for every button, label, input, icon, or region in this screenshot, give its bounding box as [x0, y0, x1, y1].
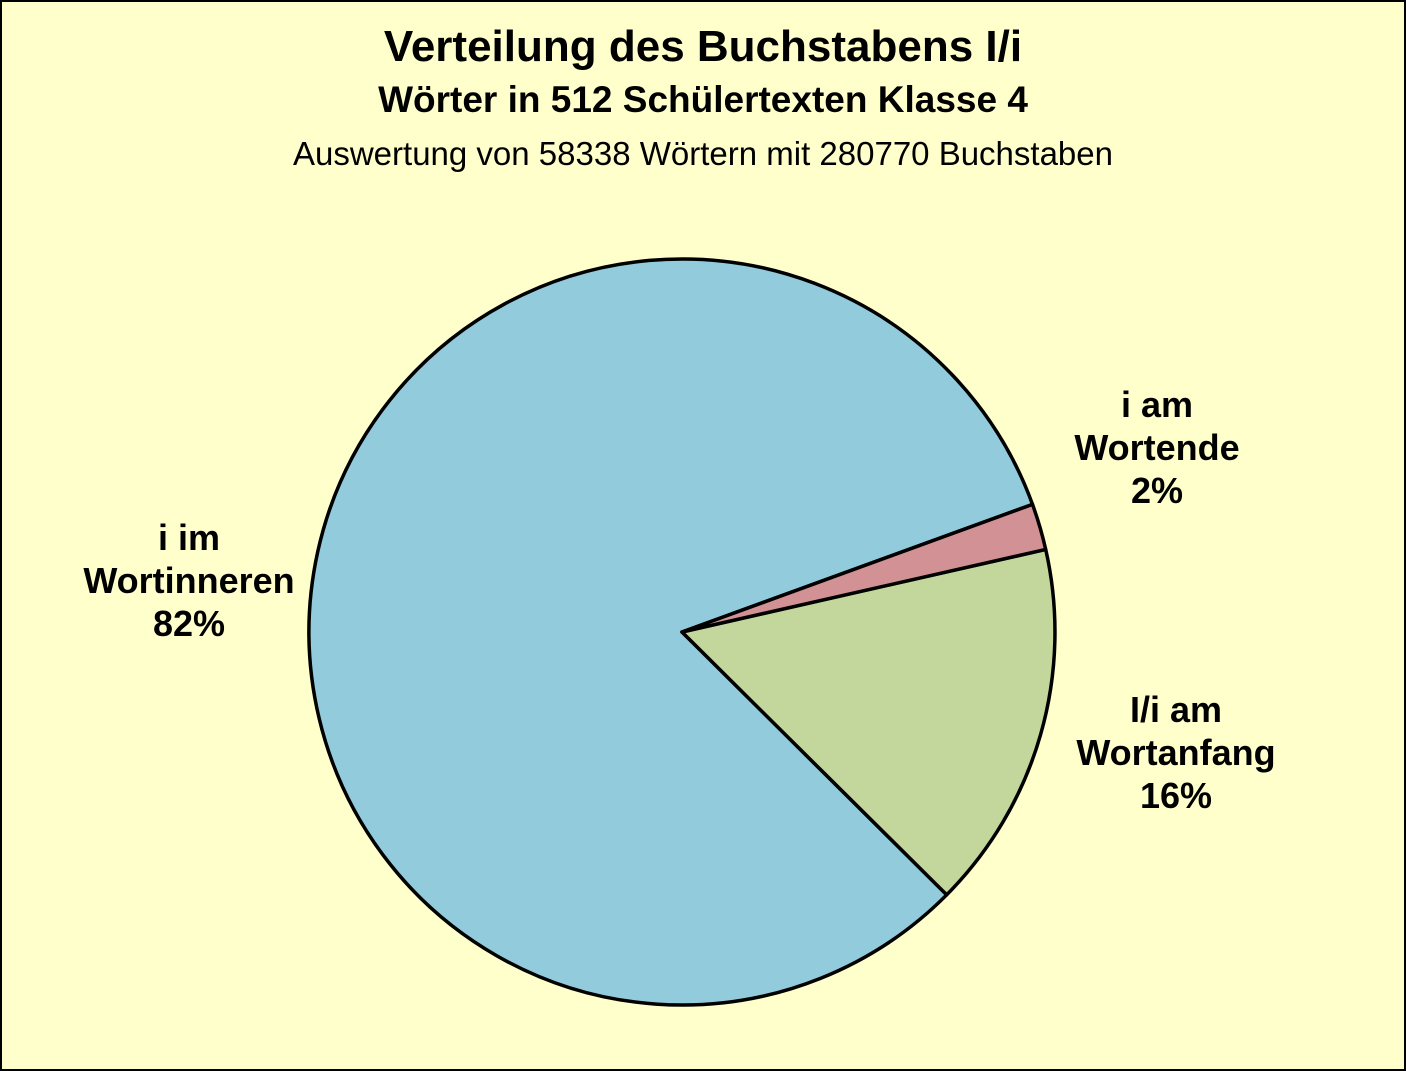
pie-label-line: Wortanfang [1076, 732, 1276, 773]
pie-label-value: 82% [152, 603, 226, 644]
chart-title: Verteilung des Buchstabens I/i [383, 22, 1023, 71]
pie-label-value: 2% [1130, 470, 1184, 511]
pie-label-line: Wortende [1074, 427, 1240, 468]
pie-label-line: i im [157, 517, 220, 558]
pie-slice-0 [307, 257, 1035, 1007]
chart-header: Verteilung des Buchstabens I/i Wörter in… [2, 22, 1404, 174]
pie-slice-1 [680, 547, 1057, 897]
pie-label-wortanfang: I/i am Wortanfang 16% [1016, 688, 1336, 817]
chart-subtitle: Wörter in 512 Schülertexten Klasse 4 [378, 79, 1028, 120]
pie-label-value: 16% [1139, 775, 1213, 816]
pie-label-wortende: i am Wortende 2% [997, 383, 1317, 512]
pie-label-wortinneren: i im Wortinneren 82% [9, 516, 369, 645]
pie-label-line: I/i am [1129, 689, 1223, 730]
chart-caption: Auswertung von 58338 Wörtern mit 280770 … [292, 135, 1113, 172]
pie-slice-2 [680, 502, 1048, 634]
pie-label-line: i am [1120, 384, 1194, 425]
pie-label-line: Wortinneren [83, 560, 295, 601]
